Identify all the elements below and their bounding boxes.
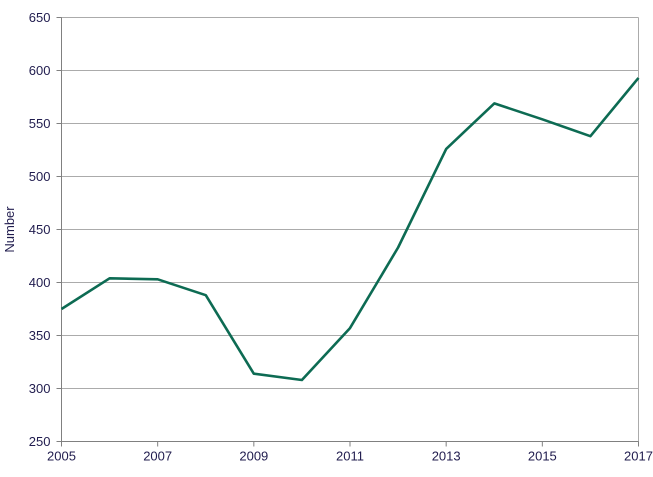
y-tick-label: 600 (29, 63, 51, 78)
x-tick-label: 2005 (47, 449, 76, 464)
y-tick-label: 400 (29, 275, 51, 290)
y-tick-label: 300 (29, 381, 51, 396)
x-tick-label: 2009 (239, 449, 268, 464)
y-tick-label: 550 (29, 116, 51, 131)
y-tick-label: 500 (29, 169, 51, 184)
y-tick-label: 450 (29, 222, 51, 237)
y-axis-title: Number (2, 206, 17, 253)
y-tick-label: 250 (29, 434, 51, 449)
y-tick-label: 350 (29, 328, 51, 343)
x-tick-label: 2007 (143, 449, 172, 464)
x-tick-label: 2013 (432, 449, 461, 464)
x-tick-label: 2017 (624, 449, 653, 464)
x-tick-label: 2011 (336, 449, 364, 464)
y-tick-label: 650 (29, 10, 51, 25)
data-line (60, 77, 640, 382)
x-tick-label: 2015 (528, 449, 557, 464)
